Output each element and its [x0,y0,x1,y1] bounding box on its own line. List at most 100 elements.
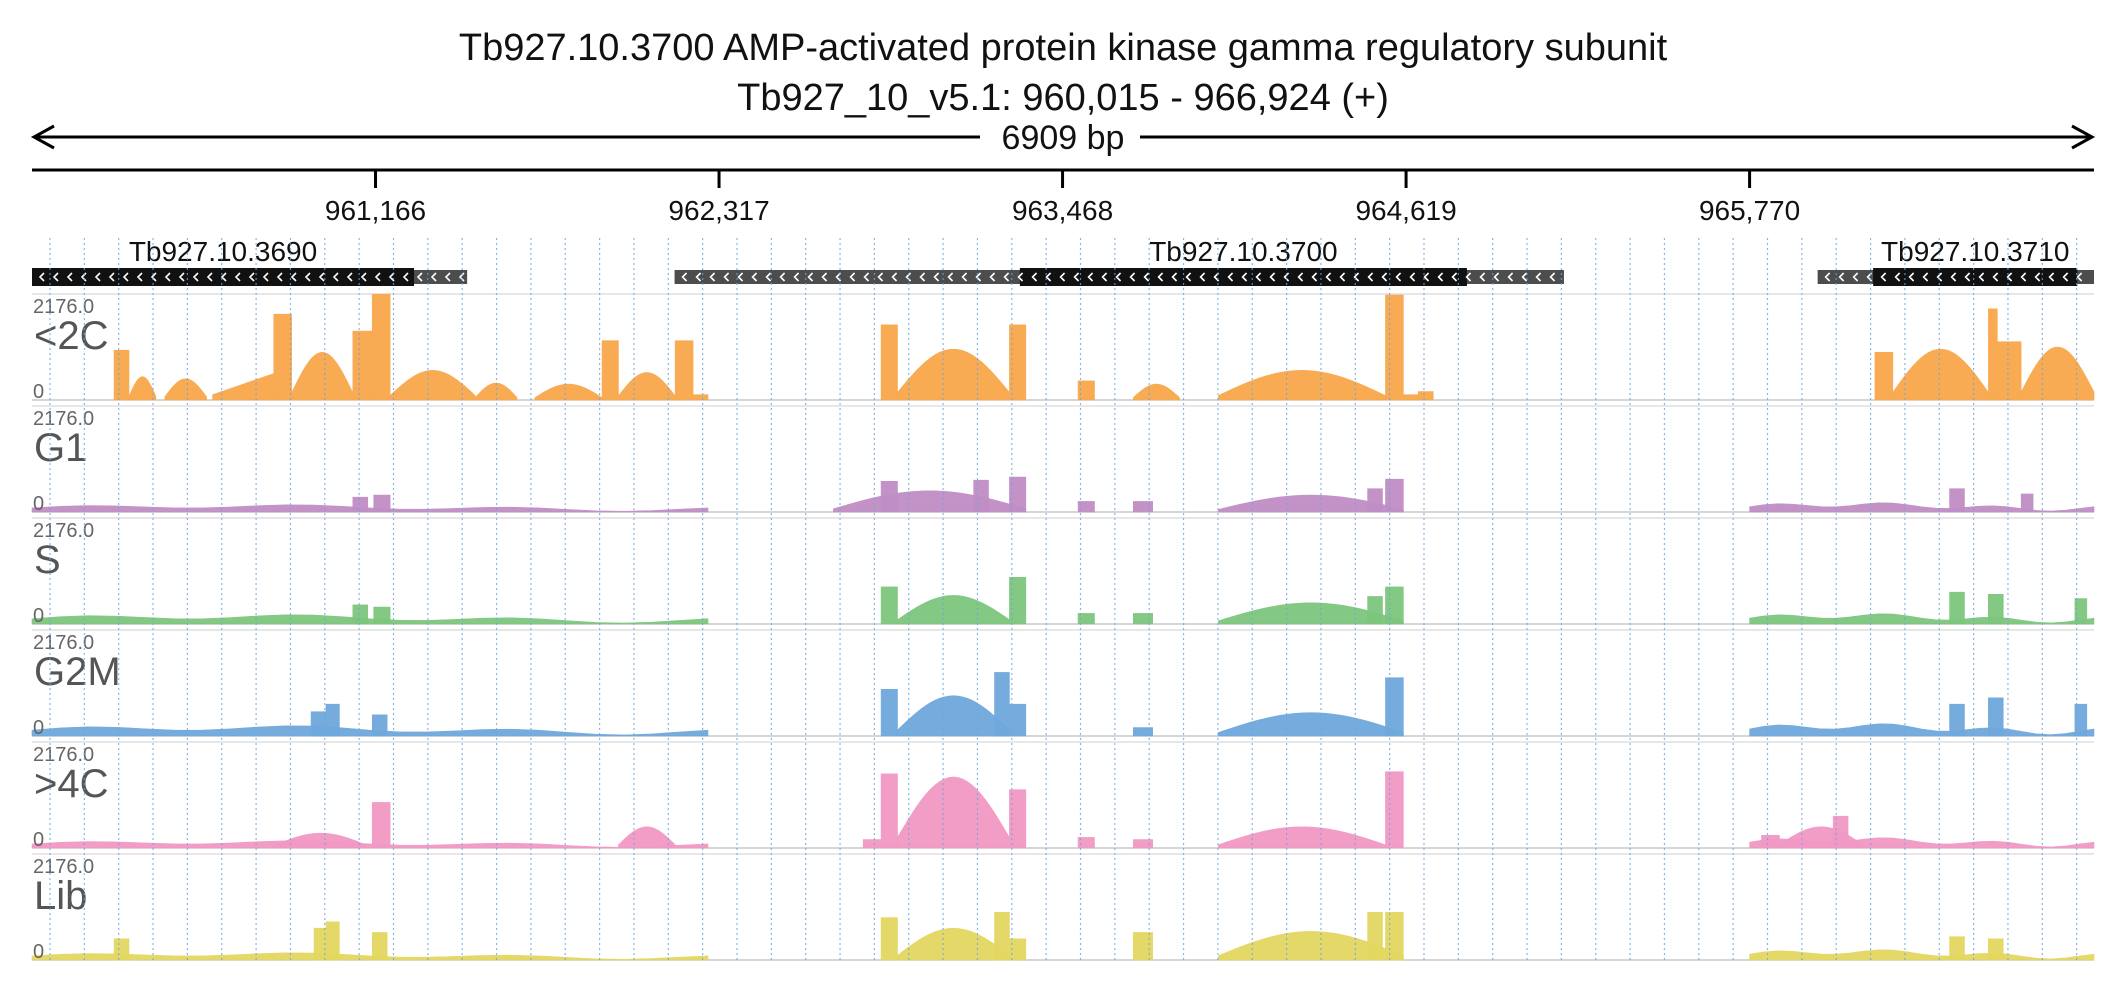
coverage-area [1779,826,1864,849]
coverage-area [352,330,373,401]
coverage-area [325,703,340,737]
coverage-area [897,348,1010,401]
coverage-area [291,351,354,401]
coverage-area [1367,488,1383,513]
ruler-tick-label: 961,166 [325,195,426,226]
coverage-area [371,293,391,401]
coverage-area [1385,912,1404,961]
gene-strand-chevrons [1824,272,2083,282]
coverage-area [310,711,327,737]
track-ymin-label: 0 [33,381,44,403]
coverage-area [313,927,327,961]
coverage-area [833,490,1027,513]
coverage-area [1132,727,1153,737]
coverage-area [31,840,709,849]
coverage-area [994,672,1010,737]
coverage-area [1218,712,1404,737]
coverage-area [113,349,130,401]
coverage-area [273,313,292,401]
coverage-area [1385,294,1404,401]
coverage-area [128,376,157,401]
span-arrow-left-head [30,124,55,150]
coverage-area [1218,370,1386,401]
track-name-label: G2M [34,650,121,694]
ruler-tick-label: 963,468 [1012,195,1113,226]
ruler-tick-label: 964,619 [1355,195,1456,226]
coverage-area [1218,826,1386,849]
coverage-area [1218,494,1404,513]
coverage-area [1077,501,1095,513]
coverage-area [1077,380,1095,401]
span-arrow-right-head [2071,124,2096,150]
coverage-area [897,695,1010,737]
track-ymin-label: 0 [33,829,44,851]
gene-label: Tb927.10.3700 [1149,236,1337,267]
coverage-area [601,340,619,401]
track-ymin-label: 0 [33,717,44,739]
coverage-area [1949,591,1965,625]
coverage-area [164,378,207,401]
coverage-area [371,714,388,737]
coverage-area [534,383,603,401]
coverage-area [618,826,676,849]
track-name-label: >4C [34,762,109,806]
coverage-area [880,586,898,625]
coverage-area [31,952,709,961]
coverage-area [1132,932,1153,961]
coverage-area [31,614,709,625]
coverage-area [31,504,709,513]
coverage-area [1367,912,1383,961]
coverage-area [2074,598,2088,625]
coverage-area [880,773,898,849]
coverage-area [880,324,898,401]
coverage-area [1832,815,1849,849]
coverage-area [1077,837,1095,849]
coverage-area [897,595,1010,625]
coverage-area [1749,723,2095,737]
coverage-area [1132,839,1153,849]
coverage-area [1218,602,1404,625]
coverage-area [1949,488,1965,513]
coverage-area [212,373,275,401]
coverage-area [273,832,369,849]
coverage-area [1997,341,2022,401]
coverage-area [1988,697,2004,737]
track-name-label: G1 [34,426,87,470]
coverage-area [1749,949,2095,961]
track-name-label: S [34,538,61,582]
coverage-area [1403,394,1419,401]
gene-strand-chevrons [38,272,465,282]
coverage-area [1988,594,2004,625]
coverage-area [352,604,369,625]
gene-label: Tb927.10.3710 [1881,236,2069,267]
coverage-area [373,606,391,625]
coverage-area [31,725,709,737]
track-ymin-label: 0 [33,493,44,515]
coverage-area [2020,493,2034,513]
chart-title: Tb927.10.3700 AMP-activated protein kina… [458,27,1668,69]
coverage-area [373,494,391,513]
track-ymax-label: 2176.0 [33,296,94,318]
span-length-label: 6909 bp [1002,119,1125,157]
coverage-area [973,479,989,513]
coverage-area [113,938,130,961]
coverage-area [880,689,898,737]
track-ymax-label: 2176.0 [33,520,94,542]
ruler-tick-label: 962,317 [668,195,769,226]
coverage-area [474,382,518,401]
track-ymax-label: 2176.0 [33,408,94,430]
coverage-area [1418,391,1434,401]
coverage-area [371,932,388,961]
coverage-area [1988,938,2004,961]
coverage-area [1132,383,1180,401]
gene-label: Tb927.10.3690 [129,236,317,267]
coverage-area [1892,348,1989,401]
coverage-area [674,340,694,401]
track-name-label: Lib [34,874,87,918]
coverage-area [618,372,676,401]
coverage-area [1949,703,1965,737]
track-ymin-label: 0 [33,605,44,627]
coverage-area [1385,478,1404,513]
coverage-area [862,839,882,849]
